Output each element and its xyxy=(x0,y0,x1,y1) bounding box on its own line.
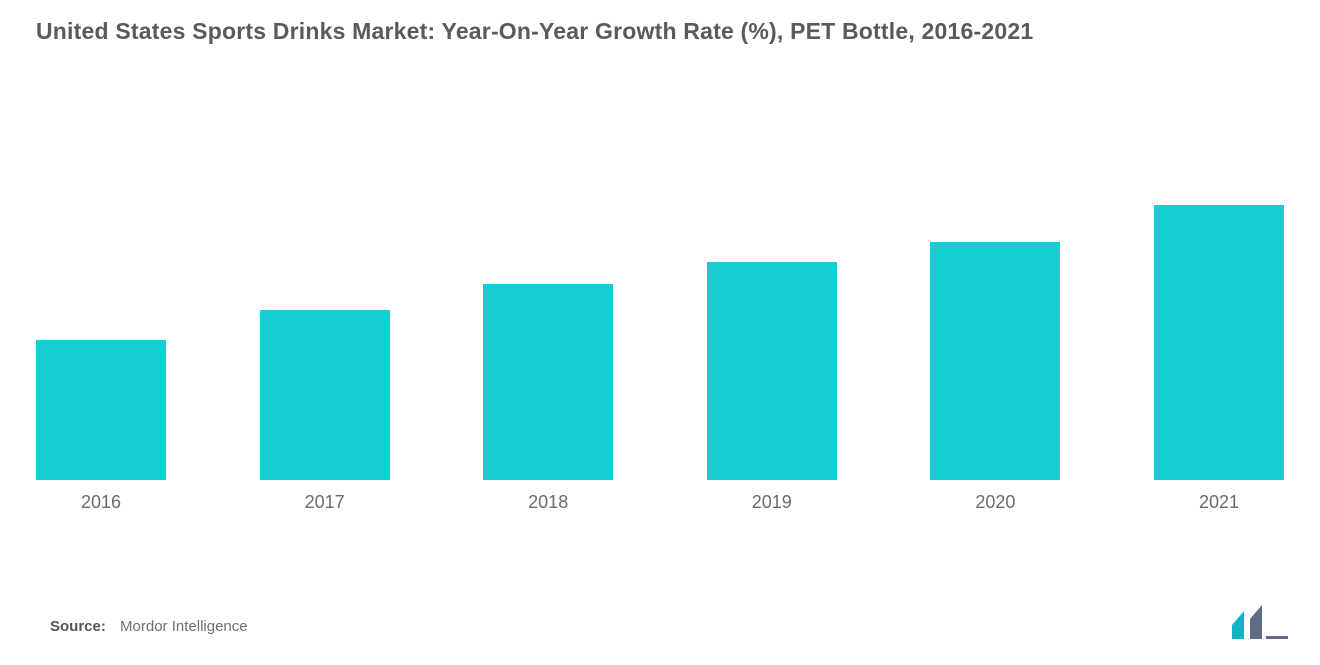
bar xyxy=(483,284,613,480)
chart-title: United States Sports Drinks Market: Year… xyxy=(36,18,1033,45)
logo-underline xyxy=(1266,636,1288,639)
plot-area xyxy=(36,80,1284,480)
bar-chart: 201620172018201920202021 xyxy=(36,80,1284,510)
bar-column xyxy=(930,242,1060,480)
bar-column xyxy=(707,262,837,480)
mordor-logo-icon xyxy=(1230,605,1290,643)
chart-container: United States Sports Drinks Market: Year… xyxy=(0,0,1320,665)
logo-bar-1 xyxy=(1232,611,1244,639)
bar xyxy=(1154,205,1284,480)
source-line: Source: Mordor Intelligence xyxy=(50,618,248,635)
bar-column xyxy=(483,284,613,480)
bar-column xyxy=(260,310,390,480)
x-axis-label: 2020 xyxy=(930,492,1060,522)
x-axis-label: 2018 xyxy=(483,492,613,522)
bar-column xyxy=(36,340,166,480)
logo-bar-2 xyxy=(1250,605,1262,639)
x-axis-label: 2017 xyxy=(260,492,390,522)
x-axis-label: 2019 xyxy=(707,492,837,522)
x-axis-labels: 2016 2017 2018 2019 2020 2021 xyxy=(36,492,1284,522)
source-value: Mordor Intelligence xyxy=(120,618,248,635)
source-label: Source: xyxy=(50,618,106,635)
bar xyxy=(260,310,390,480)
x-axis-label: 2021 xyxy=(1154,492,1284,522)
bar-column xyxy=(1154,205,1284,480)
bar xyxy=(930,242,1060,480)
x-axis-label: 2016 xyxy=(36,492,166,522)
bar xyxy=(36,340,166,480)
bar xyxy=(707,262,837,480)
